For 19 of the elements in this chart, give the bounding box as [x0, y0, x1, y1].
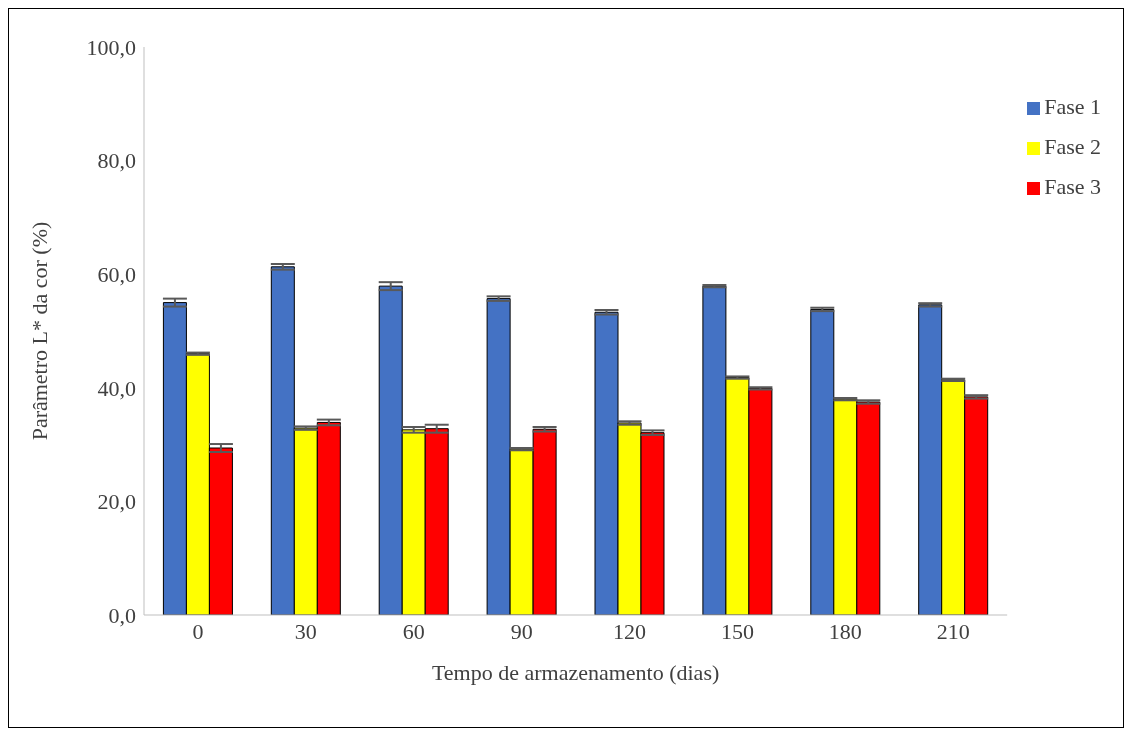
y-tick-label: 20,0: [97, 489, 136, 515]
x-tick-label: 60: [402, 618, 425, 644]
legend-label: Fase 2: [1044, 134, 1101, 159]
legend-label: Fase 1: [1044, 94, 1101, 119]
y-axis-title: Parâmetro L* da cor (%): [26, 221, 52, 441]
x-tick-label: 90: [510, 618, 533, 644]
x-axis-title: Tempo de armazenamento (dias): [431, 660, 720, 685]
y-tick-label: 60,0: [97, 262, 136, 288]
y-tick-label: 100,0: [86, 34, 136, 60]
legend-label: Fase 3: [1044, 174, 1101, 199]
y-tick-label: 0,0: [108, 602, 136, 628]
x-tick-label: 120: [613, 618, 647, 644]
x-tick-label: 150: [720, 618, 754, 644]
x-tick-label: 210: [936, 618, 970, 644]
x-tick-label: 0: [192, 618, 204, 644]
x-tick-label: 180: [828, 618, 862, 644]
x-tick-label: 30: [294, 618, 317, 644]
y-tick-label: 80,0: [97, 148, 136, 174]
y-tick-label: 40,0: [97, 375, 136, 401]
